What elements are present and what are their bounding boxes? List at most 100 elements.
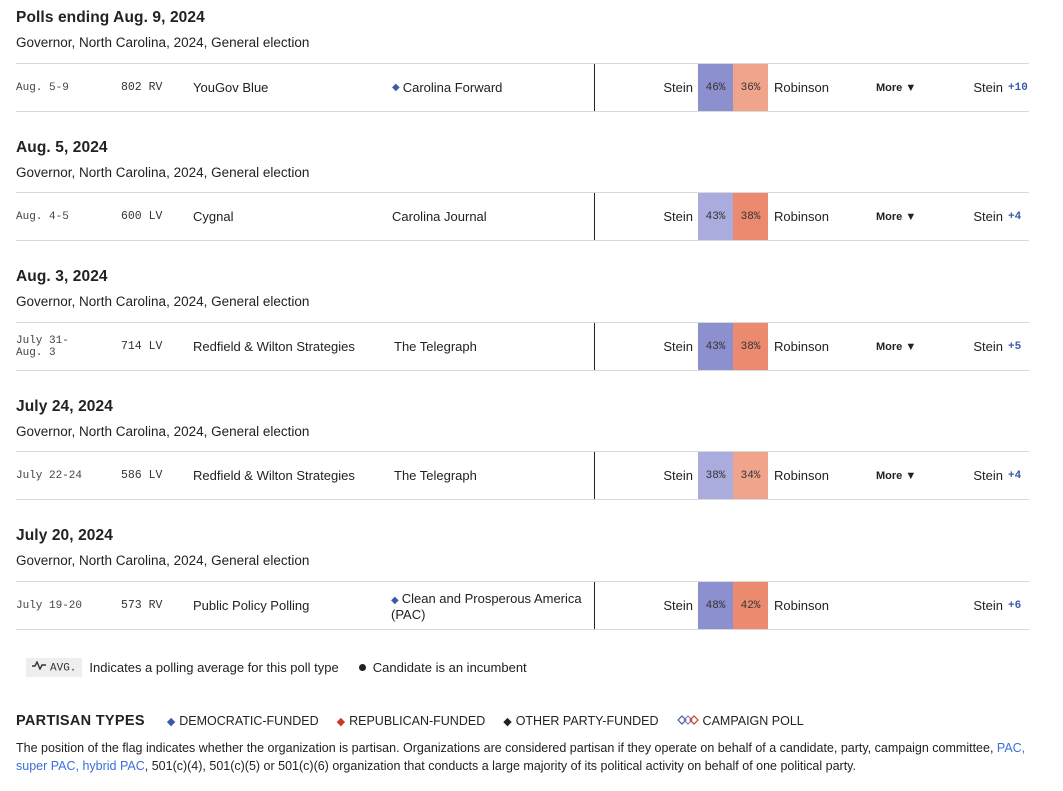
sample-size: 802 RV: [121, 81, 163, 94]
group-date-title: July 20, 2024: [16, 527, 113, 544]
sponsor[interactable]: The Telegraph: [394, 452, 594, 499]
leader-name: Stein: [973, 209, 1003, 224]
candidate-1: Stein: [663, 80, 693, 95]
pollster-name[interactable]: Cygnal: [193, 209, 234, 224]
candidate-2: Robinson: [774, 468, 829, 483]
poll-row[interactable]: July 22-24 586 LV Redfield & Wilton Stra…: [16, 451, 1029, 500]
sample-size: 573 RV: [121, 599, 163, 612]
avg-legend-text: Indicates a polling average for this pol…: [89, 660, 339, 676]
legend: AVG. Indicates a polling average for thi…: [26, 658, 527, 678]
partisan-type-other: ◆ OTHER PARTY-FUNDED: [503, 714, 658, 728]
sponsor-name: The Telegraph: [394, 338, 477, 354]
group-race-subtitle: Governor, North Carolina, 2024, General …: [16, 35, 310, 50]
sponsor[interactable]: Carolina Journal: [392, 193, 592, 240]
sponsor-name: Clean and Prosperous America (PAC): [391, 591, 582, 622]
more-button[interactable]: More ▼: [876, 469, 917, 482]
poll-dates: Aug. 4-5: [16, 210, 69, 223]
group-race-subtitle: Governor, North Carolina, 2024, General …: [16, 165, 310, 180]
net-margin: +4: [1008, 469, 1022, 482]
pollster-name[interactable]: Public Policy Polling: [193, 598, 310, 613]
poll-dates: July 31- Aug. 3: [16, 323, 111, 370]
poll-dates: July 19-20: [16, 599, 83, 612]
group-date-title: Aug. 5, 2024: [16, 139, 108, 156]
candidate-2-percent: 34%: [733, 452, 768, 499]
row-divider: [594, 323, 595, 370]
more-button[interactable]: More ▼: [876, 340, 917, 353]
candidate-2-percent: 38%: [733, 193, 768, 240]
candidate-2: Robinson: [774, 209, 829, 224]
candidate-2-percent: 36%: [733, 64, 768, 111]
sample-size: 714 LV: [121, 340, 163, 353]
partisan-type-label: DEMOCRATIC-FUNDED: [179, 714, 319, 728]
candidate-1-percent: 43%: [698, 323, 733, 370]
sponsor-name: Carolina Journal: [392, 208, 487, 224]
poll-row[interactable]: Aug. 4-5 600 LV Cygnal Carolina Journal …: [16, 192, 1029, 241]
poll-dates-text: July 31- Aug. 3: [16, 334, 69, 359]
pac-link[interactable]: PAC, super PAC, hybrid PAC: [16, 741, 1026, 773]
group-date-title: July 24, 2024: [16, 398, 113, 415]
candidate-1: Stein: [663, 339, 693, 354]
campaign-diamonds-icon: [676, 714, 699, 728]
candidate-2: Robinson: [774, 339, 829, 354]
candidate-2: Robinson: [774, 598, 829, 613]
candidate-1-percent: 43%: [698, 193, 733, 240]
avg-badge-label: AVG.: [50, 662, 77, 675]
poll-dates: Aug. 5-9: [16, 81, 69, 94]
leader-name: Stein: [973, 80, 1003, 95]
poll-row[interactable]: July 19-20 573 RV Public Policy Polling …: [16, 581, 1029, 630]
net-margin: +5: [1008, 340, 1022, 353]
poll-dates: July 22-24: [16, 469, 83, 482]
blue-diamond-icon: ◆: [166, 715, 176, 728]
group-race-subtitle: Governor, North Carolina, 2024, General …: [16, 553, 310, 568]
avg-badge: AVG.: [26, 658, 83, 678]
red-diamond-icon: ◆: [336, 715, 346, 728]
row-divider: [594, 64, 595, 111]
pollster-name[interactable]: YouGov Blue: [193, 80, 269, 95]
group-race-subtitle: Governor, North Carolina, 2024, General …: [16, 424, 310, 439]
group-race-subtitle: Governor, North Carolina, 2024, General …: [16, 294, 310, 309]
black-diamond-icon: ◆: [503, 715, 512, 728]
row-divider: [594, 582, 595, 629]
leader-name: Stein: [973, 339, 1003, 354]
poll-row[interactable]: July 31- Aug. 3 714 LV Redfield & Wilton…: [16, 322, 1029, 371]
explanation-text-end: , 501(c)(4), 501(c)(5) or 501(c)(6) orga…: [144, 759, 856, 773]
partisan-type-label: CAMPAIGN POLL: [702, 714, 804, 728]
pollster-name[interactable]: Redfield & Wilton Strategies: [193, 468, 355, 483]
candidate-2: Robinson: [774, 80, 829, 95]
net-margin: +4: [1008, 210, 1022, 223]
partisan-type-republican: ◆ REPUBLICAN-FUNDED: [337, 714, 486, 728]
partisan-type-campaign: CAMPAIGN POLL: [676, 714, 804, 728]
sponsor[interactable]: ◆ Carolina Forward: [392, 64, 592, 111]
pulse-icon: [32, 660, 46, 674]
group-date-title: Aug. 3, 2024: [16, 268, 108, 285]
leader-name: Stein: [973, 468, 1003, 483]
net-margin: +6: [1008, 599, 1022, 612]
more-button[interactable]: More ▼: [876, 210, 917, 223]
sponsor[interactable]: The Telegraph: [394, 323, 594, 370]
partisan-type-label: OTHER PARTY-FUNDED: [515, 714, 659, 728]
candidate-1-percent: 38%: [698, 452, 733, 499]
poll-row[interactable]: Aug. 5-9 802 RV YouGov Blue ◆ Carolina F…: [16, 63, 1029, 112]
net-margin: +10: [1008, 81, 1028, 94]
partisan-type-democratic: ◆ DEMOCRATIC-FUNDED: [167, 714, 319, 728]
candidate-1: Stein: [663, 468, 693, 483]
row-divider: [594, 452, 595, 499]
democratic-funded-diamond-icon: ◆: [392, 81, 400, 93]
sample-size: 586 LV: [121, 469, 163, 482]
leader-name: Stein: [973, 598, 1003, 613]
more-button[interactable]: More ▼: [876, 81, 917, 94]
pollster-name[interactable]: Redfield & Wilton Strategies: [193, 339, 355, 354]
explanation-text: The position of the flag indicates wheth…: [16, 741, 997, 755]
partisan-type-label: REPUBLICAN-FUNDED: [349, 714, 486, 728]
sponsor-name: The Telegraph: [394, 467, 477, 483]
row-divider: [594, 193, 595, 240]
incumbent-dot-icon: [358, 664, 366, 672]
candidate-1-percent: 46%: [698, 64, 733, 111]
candidate-1: Stein: [663, 209, 693, 224]
partisan-types-header: PARTISAN TYPES: [16, 713, 145, 729]
candidate-2-percent: 42%: [733, 582, 768, 629]
sponsor[interactable]: ◆ Clean and Prosperous America (PAC): [391, 582, 591, 629]
partisan-types: PARTISAN TYPES ◆ DEMOCRATIC-FUNDED ◆ REP…: [16, 713, 822, 729]
sample-size: 600 LV: [121, 210, 163, 223]
candidate-1-percent: 48%: [698, 582, 733, 629]
